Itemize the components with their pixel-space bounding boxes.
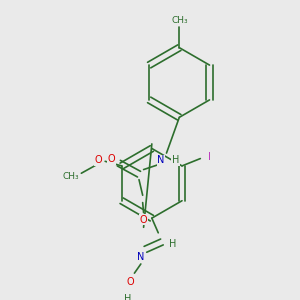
Text: N: N — [137, 252, 145, 262]
Text: O: O — [94, 155, 102, 165]
Text: CH₃: CH₃ — [171, 16, 188, 25]
Text: H: H — [124, 294, 132, 300]
Text: O: O — [108, 154, 115, 164]
Text: H: H — [169, 239, 177, 249]
Text: I: I — [208, 152, 211, 162]
Text: O: O — [126, 277, 134, 287]
Text: CH₃: CH₃ — [62, 172, 79, 182]
Text: O: O — [140, 215, 147, 225]
Text: H: H — [172, 155, 179, 165]
Text: N: N — [157, 155, 165, 165]
